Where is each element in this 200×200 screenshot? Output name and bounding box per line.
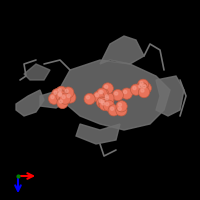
Polygon shape xyxy=(24,64,50,80)
Circle shape xyxy=(100,90,103,94)
Circle shape xyxy=(96,88,107,99)
Circle shape xyxy=(56,90,67,101)
Polygon shape xyxy=(40,90,68,108)
Circle shape xyxy=(95,93,99,97)
Polygon shape xyxy=(156,76,184,116)
Circle shape xyxy=(138,87,150,98)
Circle shape xyxy=(118,107,121,110)
Circle shape xyxy=(108,105,119,116)
Circle shape xyxy=(105,85,108,88)
Circle shape xyxy=(121,88,132,99)
Circle shape xyxy=(86,96,90,99)
Circle shape xyxy=(60,93,71,104)
Circle shape xyxy=(97,97,108,108)
Circle shape xyxy=(118,103,122,106)
Circle shape xyxy=(99,99,102,103)
Circle shape xyxy=(116,105,127,116)
Circle shape xyxy=(98,88,109,99)
Circle shape xyxy=(143,85,146,88)
Circle shape xyxy=(99,99,110,111)
Circle shape xyxy=(102,83,113,94)
Circle shape xyxy=(51,96,54,99)
Circle shape xyxy=(105,95,108,98)
Circle shape xyxy=(52,89,63,100)
Circle shape xyxy=(112,89,123,101)
Circle shape xyxy=(54,91,57,94)
Circle shape xyxy=(102,102,105,105)
Circle shape xyxy=(137,79,149,90)
Circle shape xyxy=(101,100,104,103)
Circle shape xyxy=(65,92,76,103)
Polygon shape xyxy=(100,36,144,64)
Circle shape xyxy=(140,83,151,94)
Circle shape xyxy=(133,86,136,90)
Circle shape xyxy=(63,87,74,98)
Circle shape xyxy=(115,92,118,95)
Circle shape xyxy=(116,101,127,112)
Polygon shape xyxy=(60,60,170,130)
Circle shape xyxy=(103,92,114,104)
Circle shape xyxy=(106,102,109,106)
Circle shape xyxy=(58,93,62,96)
Polygon shape xyxy=(76,124,120,144)
Circle shape xyxy=(62,95,65,99)
Circle shape xyxy=(59,100,62,103)
Circle shape xyxy=(103,94,114,106)
Circle shape xyxy=(56,91,67,102)
Circle shape xyxy=(65,89,68,93)
Circle shape xyxy=(48,93,60,104)
Circle shape xyxy=(84,93,95,105)
Circle shape xyxy=(139,85,142,88)
Circle shape xyxy=(103,100,114,111)
Circle shape xyxy=(98,98,109,109)
Circle shape xyxy=(58,92,62,96)
Circle shape xyxy=(130,84,142,95)
Circle shape xyxy=(136,82,148,94)
Circle shape xyxy=(93,91,104,102)
Circle shape xyxy=(110,107,114,110)
Circle shape xyxy=(141,89,144,92)
Circle shape xyxy=(124,90,127,94)
Circle shape xyxy=(56,86,67,97)
Circle shape xyxy=(58,89,61,92)
Circle shape xyxy=(99,91,102,94)
Circle shape xyxy=(105,97,109,100)
Circle shape xyxy=(57,97,68,109)
Circle shape xyxy=(67,94,70,98)
Polygon shape xyxy=(16,90,44,116)
Circle shape xyxy=(140,82,143,85)
